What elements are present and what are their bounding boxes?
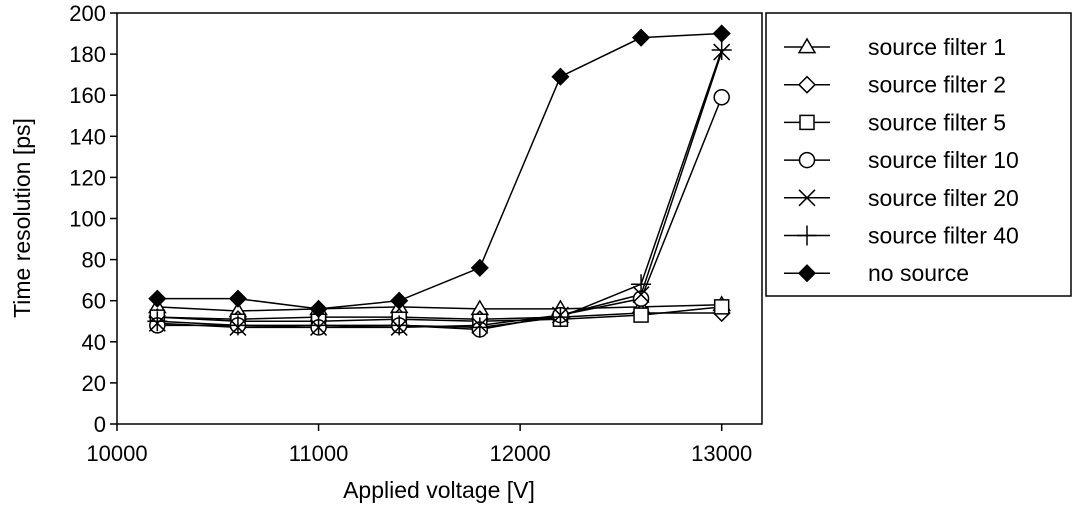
- data-point-source-filter-5: [633, 307, 649, 323]
- plot-area: [116, 12, 763, 425]
- data-point-source-filter-40: [550, 307, 571, 328]
- data-point-no-source: [470, 258, 489, 277]
- legend-label-source-filter-1: source filter 1: [868, 34, 1006, 60]
- legend-marker-source-filter-10: [798, 151, 816, 169]
- data-point-source-filter-40: [389, 315, 410, 336]
- legend-label-source-filter-20: source filter 20: [868, 185, 1019, 211]
- legend-marker-no-source: [797, 264, 817, 283]
- x-axis-title: Applied voltage [V]: [343, 477, 535, 503]
- data-point-no-source: [148, 289, 167, 308]
- y-axis-title: Time resolution [ps]: [9, 118, 35, 318]
- y-tick-label: 0: [94, 412, 106, 437]
- data-point-source-filter-20: [632, 286, 650, 304]
- x-axis: 10000 11000 12000 13000: [86, 424, 752, 466]
- data-point-source-filter-40: [711, 39, 732, 60]
- data-point-source-filter-40: [147, 311, 168, 332]
- series-lines: [157, 32, 723, 331]
- legend-label-source-filter-2: source filter 2: [868, 72, 1006, 98]
- legend-label-no-source: no source: [868, 260, 969, 286]
- y-tick-label: 100: [69, 207, 106, 232]
- legend-box: [765, 12, 1072, 297]
- legend-marker-source-filter-2: [797, 75, 817, 94]
- x-tick-label: 10000: [86, 441, 147, 466]
- data-point-source-filter-40: [308, 315, 329, 336]
- x-tick-label: 12000: [490, 441, 551, 466]
- y-tick-label: 160: [69, 83, 106, 108]
- legend-marker-source-filter-1: [797, 37, 817, 54]
- legend-label-source-filter-40: source filter 40: [868, 223, 1019, 249]
- data-point-no-source: [712, 24, 731, 43]
- x-tick-label: 11000: [289, 441, 349, 466]
- data-point-no-source: [632, 28, 651, 47]
- y-axis: 0 20 40 60 80 100 120 140 160 180 200: [69, 1, 117, 437]
- series-line-source-filter-5: [157, 306, 722, 323]
- y-tick-label: 140: [69, 124, 106, 149]
- legend-label-source-filter-10: source filter 10: [868, 147, 1019, 173]
- series-markers: [147, 24, 732, 338]
- data-point-no-source: [551, 67, 570, 86]
- data-point-no-source: [228, 289, 247, 308]
- series-line-source-filter-40: [157, 49, 723, 329]
- data-point-no-source: [309, 299, 328, 318]
- legend-marker-source-filter-40: [797, 225, 817, 246]
- data-point-source-filter-40: [227, 315, 248, 336]
- data-point-source-filter-10: [713, 89, 730, 106]
- y-tick-label: 180: [69, 42, 106, 67]
- y-tick-label: 60: [82, 289, 106, 314]
- y-tick-label: 120: [69, 165, 106, 190]
- y-tick-label: 20: [82, 371, 106, 396]
- legend: source filter 1 source filter 2 source fil…: [765, 12, 1072, 297]
- legend-marker-source-filter-5: [799, 114, 815, 131]
- y-tick-label: 40: [82, 330, 106, 355]
- data-point-source-filter-40: [631, 274, 652, 295]
- series-line-source-filter-2: [157, 312, 722, 320]
- series-line-no-source: [157, 32, 722, 310]
- data-point-source-filter-40: [469, 317, 490, 338]
- series-line-source-filter-1: [157, 304, 722, 312]
- plot-frame: [116, 12, 763, 425]
- x-tick-label: 13000: [691, 441, 752, 466]
- data-point-source-filter-5: [713, 299, 730, 315]
- y-tick-label: 80: [82, 248, 106, 273]
- legend-label-source-filter-5: source filter 5: [868, 109, 1006, 135]
- data-point-no-source: [390, 291, 409, 310]
- y-tick-label: 200: [69, 1, 106, 26]
- legend-marker-source-filter-20: [798, 189, 816, 207]
